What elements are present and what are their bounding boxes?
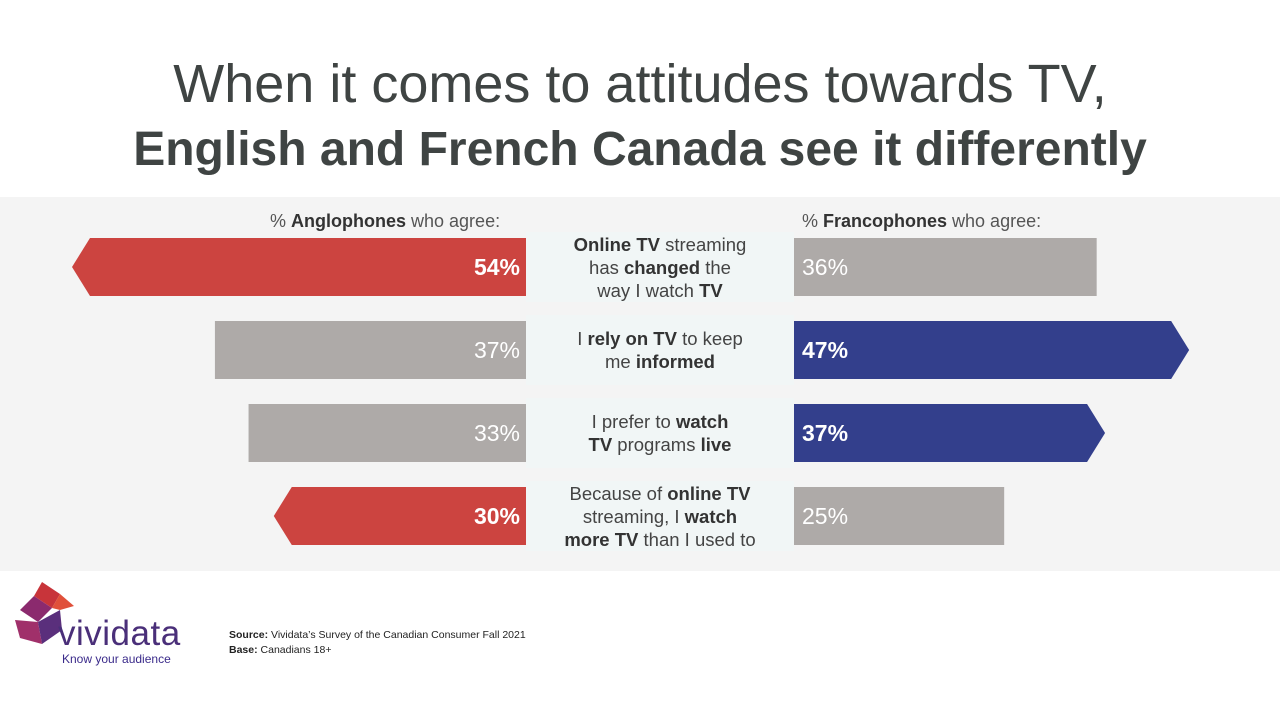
title-line-1: When it comes to attitudes towards TV, <box>173 54 1107 114</box>
title-line-2: English and French Canada see it differe… <box>133 123 1147 176</box>
right-column-header: % Francophones who agree: <box>802 211 1042 231</box>
francophone-label-2: 47% <box>802 337 848 363</box>
brand-name: vividata <box>58 614 181 653</box>
statement-2: I rely on TV to keep me informed <box>526 315 794 385</box>
vividata-logo-icon <box>15 582 74 644</box>
francophone-bar-4 <box>794 487 1005 545</box>
francophone-bar-3 <box>794 404 1106 462</box>
anglophone-bar-4 <box>273 487 526 545</box>
brand-tagline: Know your audience <box>62 652 171 666</box>
statement-4: Because of online TV streaming, I watch mo… <box>526 481 794 551</box>
anglophone-bar-1 <box>72 238 526 296</box>
anglophone-bar-2 <box>214 321 527 379</box>
francophone-label-3: 37% <box>802 420 848 446</box>
francophone-label-1: 36% <box>802 254 848 280</box>
left-column-header: % Anglophones who agree: <box>270 211 501 231</box>
francophone-label-4: 25% <box>802 503 848 529</box>
source-note: Source: Vividata’s Survey of the Canadia… <box>229 629 526 641</box>
francophone-bar-2 <box>794 321 1190 379</box>
anglophone-label-1: 54% <box>474 254 520 280</box>
anglophone-bar-3 <box>248 404 527 462</box>
francophone-bar-1 <box>794 238 1097 296</box>
anglophone-label-4: 30% <box>474 503 520 529</box>
base-note: Base: Canadians 18+ <box>229 644 332 656</box>
statement-3: I prefer to watch TV programs live <box>526 398 794 468</box>
anglophone-label-3: 33% <box>474 420 520 446</box>
statement-1: Online TV streaming has changed the way I … <box>526 232 794 302</box>
anglophone-label-2: 37% <box>474 337 520 363</box>
